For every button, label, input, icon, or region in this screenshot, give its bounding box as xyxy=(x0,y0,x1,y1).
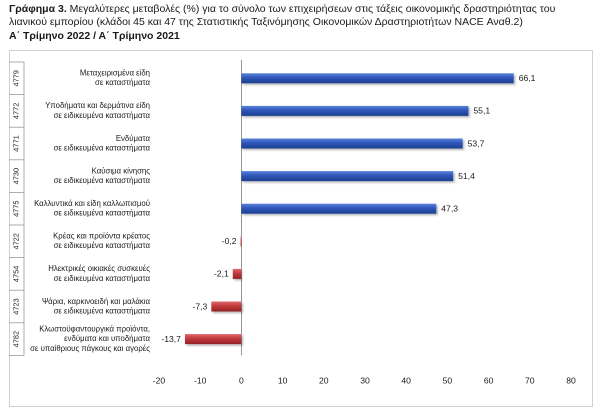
category-label: ενδύματα και υποδήματα xyxy=(64,334,150,343)
x-tick-label: 50 xyxy=(443,375,453,385)
data-label: 66,1 xyxy=(519,73,536,83)
data-bar xyxy=(240,236,242,247)
category-label: Ενδύματα xyxy=(116,134,151,143)
category-label: σε ειδικευμένα καταστήματα xyxy=(54,143,151,152)
category-label: σε ειδικευμένα καταστήματα xyxy=(54,209,151,218)
chart-subtitle: Α΄ Τρίμηνο 2022 / Α΄ Τρίμηνο 2021 xyxy=(9,30,180,42)
x-tick-label: -20 xyxy=(153,375,166,385)
category-label: σε ειδικευμένα καταστήματα xyxy=(54,111,151,120)
x-tick-label: -10 xyxy=(194,375,207,385)
category-label: Υποδήματα και δερμάτινα είδη xyxy=(45,101,150,110)
category-label: Ηλεκτρικές οικιακές συσκευές xyxy=(48,264,150,273)
figure-label: Γράφημα 3. xyxy=(9,3,67,15)
x-tick-label: 80 xyxy=(566,375,576,385)
category-code: 4754 xyxy=(11,266,20,282)
category-label: Ψάρια, καρκινοειδή και μαλάκια xyxy=(42,297,151,306)
data-bar xyxy=(241,171,454,182)
data-label: -7,3 xyxy=(193,301,208,311)
category-code: 4782 xyxy=(11,331,20,347)
chart-frame xyxy=(9,50,593,407)
x-tick-label: 0 xyxy=(239,375,244,385)
category-label: σε υπαίθριους πάγκους και αγορές xyxy=(30,344,150,353)
data-label: -2,1 xyxy=(214,269,229,279)
data-label: 53,7 xyxy=(468,138,485,148)
data-label: 47,3 xyxy=(441,203,458,213)
category-code: 4775 xyxy=(11,200,20,216)
category-label: σε καταστήματα xyxy=(95,78,150,87)
x-tick-label: 20 xyxy=(319,375,329,385)
category-label: σε ειδικευμένα καταστήματα xyxy=(54,241,151,250)
data-label: -0,2 xyxy=(222,236,237,246)
data-bar xyxy=(211,301,242,312)
data-bar xyxy=(241,73,514,84)
category-label: σε ειδικευμένα καταστήματα xyxy=(54,274,151,283)
category-label: σε ειδικευμένα καταστήματα xyxy=(54,306,151,315)
category-label: Κλωστοϋφαντουργικά προϊόντα, xyxy=(39,325,150,334)
x-tick-label: 70 xyxy=(525,375,535,385)
x-tick-label: 40 xyxy=(401,375,411,385)
category-label: Κρέας και προϊόντα κρέατος xyxy=(53,232,150,241)
data-bar xyxy=(241,203,437,214)
data-bar xyxy=(232,268,242,279)
data-label: -13,7 xyxy=(161,334,181,344)
chart-title: Γράφημα 3. Μεγαλύτερες μεταβολές (%) για… xyxy=(9,3,594,29)
category-code: 4771 xyxy=(11,135,20,151)
category-label: Καύσιμα κίνησης xyxy=(92,166,151,175)
data-label: 51,4 xyxy=(458,171,475,181)
data-bar xyxy=(184,334,242,345)
category-code: 4722 xyxy=(11,233,20,249)
data-bar xyxy=(241,105,469,116)
figure-title-text: Μεγαλύτερες μεταβολές (%) για το σύνολο … xyxy=(9,3,556,28)
category-code: 4779 xyxy=(11,70,20,86)
category-label: Καλλυντικά και είδη καλλωπισμού xyxy=(34,199,150,208)
category-code: 4772 xyxy=(11,103,20,119)
category-label: σε ειδικευμένα καταστήματα xyxy=(54,176,151,185)
data-label: 55,1 xyxy=(473,106,490,116)
data-bar xyxy=(241,138,463,149)
x-tick-label: 10 xyxy=(278,375,288,385)
category-code: 4723 xyxy=(11,298,20,314)
category-code: 4730 xyxy=(11,168,20,184)
x-tick-label: 30 xyxy=(360,375,370,385)
category-label: Μεταχειρισμένα είδη xyxy=(80,69,150,78)
x-tick-label: 60 xyxy=(484,375,494,385)
